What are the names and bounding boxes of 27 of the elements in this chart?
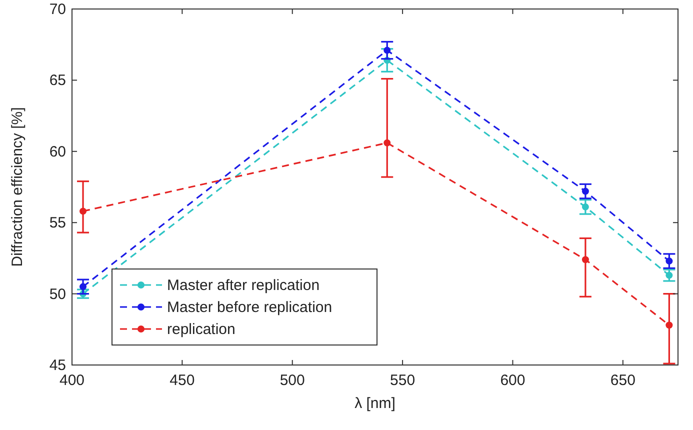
point — [384, 139, 391, 146]
point — [582, 256, 589, 264]
x-tick-label: 600 — [500, 372, 526, 389]
x-tick-label: 400 — [59, 372, 85, 389]
y-tick-label: 50 — [49, 286, 66, 303]
y-tick-label: 70 — [49, 1, 66, 18]
point — [666, 258, 673, 265]
legend-label: replication — [167, 321, 236, 338]
y-tick-label: 60 — [49, 143, 66, 160]
x-tick-label: 450 — [170, 372, 195, 389]
x-axis-title: λ [nm] — [354, 395, 396, 412]
point — [666, 272, 673, 279]
y-tick-label: 45 — [49, 357, 66, 374]
legend-label: Master after replication — [167, 277, 320, 294]
x-tick-label: 650 — [610, 372, 636, 389]
x-tick-label: 500 — [280, 372, 305, 389]
point — [582, 188, 589, 195]
y-axis-title: Diffraction efficiency [%] — [9, 107, 26, 267]
y-tick-label: 65 — [49, 72, 66, 90]
x-tick-label: 550 — [390, 372, 416, 389]
point — [80, 208, 87, 215]
point — [666, 322, 673, 329]
legend-label: Master before replication — [167, 299, 332, 316]
point — [384, 46, 391, 54]
point — [80, 283, 87, 290]
point — [582, 203, 589, 210]
y-tick-label: 55 — [49, 214, 66, 232]
